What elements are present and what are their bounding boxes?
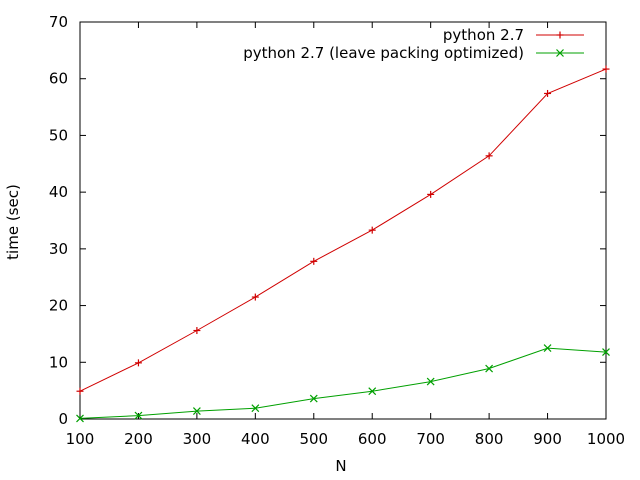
- legend-marker: [556, 49, 564, 57]
- series-line: [79, 347, 607, 419]
- x-tick-label: 400: [241, 430, 270, 448]
- marker-stroke: [543, 344, 552, 353]
- data-point: [602, 65, 610, 73]
- x-tick-label: 300: [183, 430, 212, 448]
- y-tick-label: 40: [49, 183, 68, 201]
- y-tick-label: 0: [58, 410, 68, 428]
- x-tick-label: 200: [124, 430, 153, 448]
- series-layer: [76, 65, 610, 423]
- marker-stroke: [76, 414, 84, 423]
- marker-stroke: [602, 348, 610, 357]
- x-tick-label: 800: [475, 430, 504, 448]
- x-tick-label: 900: [533, 430, 562, 448]
- x-tick-label: 600: [358, 430, 387, 448]
- data-point: [427, 190, 435, 198]
- marker-stroke: [426, 377, 435, 386]
- data-point: [76, 387, 84, 395]
- x-tick-label: 500: [299, 430, 328, 448]
- marker-stroke: [192, 407, 201, 415]
- data-point: [543, 344, 552, 353]
- data-point: [310, 257, 318, 265]
- y-tick-label: 20: [49, 297, 68, 315]
- data-point: [544, 89, 552, 97]
- marker-stroke: [368, 387, 377, 396]
- data-point: [368, 387, 377, 396]
- data-point: [602, 348, 610, 357]
- data-point: [134, 411, 143, 420]
- data-point: [134, 359, 142, 367]
- y-tick-label: 50: [49, 126, 68, 144]
- legend-label: python 2.7 (leave packing optimized): [243, 44, 524, 62]
- x-tick-label: 100: [66, 430, 95, 448]
- axis-ticks: 100 200 300 400 500 600 700 800 900 1000 0 10 20 30 40…: [49, 13, 625, 448]
- x-tick-label: 700: [416, 430, 445, 448]
- y-tick-label: 30: [49, 240, 68, 258]
- data-point: [426, 377, 435, 386]
- data-point: [193, 327, 201, 335]
- data-point: [192, 407, 201, 415]
- series-1: [76, 65, 610, 395]
- marker-stroke: [485, 364, 494, 373]
- legend-entry-1: python 2.7: [443, 26, 584, 44]
- plot-frame: [79, 21, 607, 420]
- data-point: [251, 404, 260, 413]
- marker-stroke: [251, 404, 260, 413]
- series-2: [76, 344, 610, 423]
- series-line: [79, 68, 607, 392]
- marker-stroke: [556, 49, 564, 57]
- y-axis-label: time (sec): [4, 184, 22, 260]
- marker-stroke: [134, 411, 143, 420]
- data-point: [485, 364, 494, 373]
- x-axis-label: N: [335, 457, 346, 475]
- x-tick-label: 1000: [587, 430, 625, 448]
- data-point: [485, 152, 493, 160]
- data-point: [368, 226, 376, 234]
- plot-border: [79, 21, 607, 420]
- data-point: [76, 414, 84, 423]
- marker-stroke: [309, 394, 318, 403]
- y-tick-label: 70: [49, 13, 68, 31]
- data-point: [251, 293, 259, 301]
- y-tick-label: 10: [49, 353, 68, 371]
- legend-marker: [556, 31, 564, 39]
- legend-label: python 2.7: [443, 26, 524, 44]
- data-point: [309, 394, 318, 403]
- y-tick-label: 60: [49, 70, 68, 88]
- legend-entry-2: python 2.7 (leave packing optimized): [243, 44, 584, 62]
